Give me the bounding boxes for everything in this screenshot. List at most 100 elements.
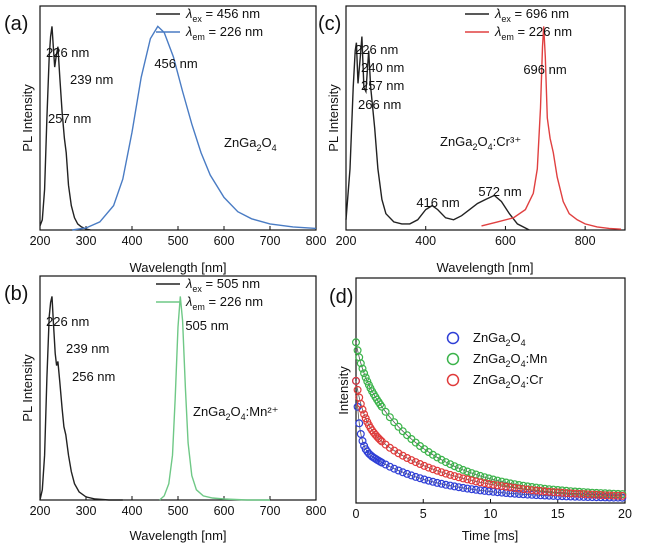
x-tick-label: 800 (306, 504, 327, 518)
data-point (480, 473, 489, 482)
sample-mid: O (262, 135, 272, 150)
data-point (472, 485, 481, 494)
data-point (506, 489, 515, 498)
x-tick-label: 500 (168, 504, 189, 518)
legend-entry: λex = 505 nm (185, 276, 260, 294)
legend-symbol: λ (494, 24, 501, 39)
x-tick-label: 200 (30, 504, 51, 518)
data-point (420, 475, 429, 484)
panel-b: (b) 200 300 400 500 600 700 800 Wavelength [nm] P… (4, 275, 327, 543)
x-tick-label: 600 (214, 234, 235, 248)
x-tick-label: 15 (551, 507, 565, 521)
legend-symbol: λ (494, 6, 501, 21)
legend-value: = 505 nm (202, 276, 260, 291)
data-point (377, 458, 386, 467)
series-line-0 (345, 36, 530, 231)
x-tick-label: 400 (122, 234, 143, 248)
data-point (506, 483, 515, 492)
plot-frame (39, 275, 317, 501)
data-point (596, 493, 605, 502)
data-point (398, 468, 407, 477)
data-point (588, 490, 597, 499)
data-point (588, 493, 597, 502)
data-point (381, 407, 390, 416)
data-point (549, 488, 558, 497)
x-tick-label: 700 (260, 504, 281, 518)
panel-label: (a) (4, 13, 28, 35)
x-axis-label: Wavelength [nm] (436, 260, 533, 275)
data-point (446, 481, 455, 490)
data-point (454, 473, 463, 482)
data-point (514, 484, 523, 493)
series-line-0 (39, 296, 123, 501)
peak-label: 226 nm (355, 42, 398, 57)
peak-label: 572 nm (478, 184, 521, 199)
legend-formula-base: ZnGa (473, 351, 506, 366)
data-point (428, 450, 437, 459)
peak-label: 257 nm (361, 78, 404, 93)
data-point (463, 475, 472, 484)
legend-subscript: em (501, 32, 514, 42)
data-point (441, 469, 450, 478)
data-point (484, 480, 493, 489)
data-point (519, 485, 528, 494)
sample-sub1: 2 (473, 142, 478, 152)
x-tick-label: 300 (76, 504, 97, 518)
data-point (416, 474, 425, 483)
data-point (376, 435, 385, 444)
legend-marker (446, 373, 460, 387)
data-point (360, 410, 369, 419)
data-point (352, 338, 361, 347)
data-point (390, 446, 399, 455)
legend-symbol: λ (185, 294, 192, 309)
legend-value: = 456 nm (202, 6, 260, 21)
data-point (361, 373, 370, 382)
data-point (527, 490, 536, 499)
sample-label: ZnGa2O4 (224, 135, 277, 153)
data-point (394, 449, 403, 458)
series-0 (352, 376, 627, 502)
x-tick-label: 500 (168, 234, 189, 248)
data-point (377, 402, 386, 411)
data-point (480, 479, 489, 488)
peak-label: 416 nm (416, 195, 459, 210)
legend-value: = 226 nm (514, 24, 572, 39)
data-point (510, 489, 519, 498)
legend-entry: ZnGa2O4:Cr (473, 372, 544, 390)
data-point (358, 364, 367, 373)
data-point (493, 476, 502, 485)
data-point (618, 491, 627, 500)
x-tick-label: 300 (76, 234, 97, 248)
y-axis-label: PL Intensity (20, 84, 35, 152)
data-point (428, 477, 437, 486)
sample-sub1: 2 (226, 412, 231, 422)
plot-frame (345, 5, 626, 231)
data-point (540, 487, 549, 496)
data-point (493, 481, 502, 490)
sample-sub2: 4 (272, 143, 277, 153)
legend-marker (446, 331, 460, 345)
legend-formula-sub2: 4 (521, 359, 526, 369)
data-point (459, 474, 468, 483)
legend-entry: λem = 226 nm (185, 24, 263, 42)
data-point (562, 486, 571, 495)
series-line-1 (72, 25, 317, 231)
data-point (437, 468, 446, 477)
data-point (437, 479, 446, 488)
sample-sub2: 4 (241, 412, 246, 422)
data-point (463, 484, 472, 493)
data-point (398, 451, 407, 460)
x-tick-label: 400 (415, 234, 436, 248)
data-point (385, 413, 394, 422)
sample-base: ZnGa (193, 404, 226, 419)
legend-value: = 226 nm (205, 24, 263, 39)
legend-value: = 226 nm (205, 294, 263, 309)
data-point (523, 490, 532, 499)
peak-label: 266 nm (358, 97, 401, 112)
data-point (398, 427, 407, 436)
legend-formula-sub1: 2 (506, 338, 511, 348)
data-point (433, 478, 442, 487)
data-point (407, 471, 416, 480)
